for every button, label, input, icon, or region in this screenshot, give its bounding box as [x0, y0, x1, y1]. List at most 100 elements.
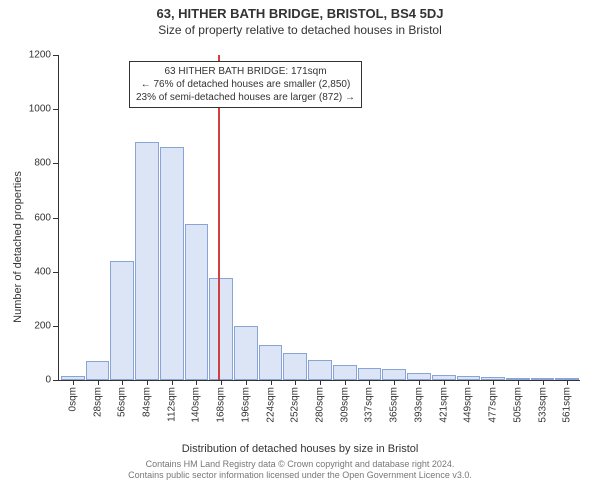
x-tick: 533sqm: [531, 380, 555, 436]
footer-attribution: Contains HM Land Registry data © Crown c…: [0, 457, 600, 486]
x-tick: 0sqm: [61, 380, 85, 436]
y-tick: [53, 326, 58, 327]
y-tick: [53, 55, 58, 56]
x-tick: 365sqm: [382, 380, 406, 436]
bar: [110, 261, 134, 380]
x-tick: 393sqm: [407, 380, 431, 436]
x-tick: 477sqm: [481, 380, 505, 436]
y-axis-label: Number of detached properties: [12, 171, 24, 323]
x-tick-mark: [419, 380, 420, 385]
x-tick: 309sqm: [333, 380, 357, 436]
x-tick-label: 252sqm: [290, 387, 301, 423]
chart-subtitle: Size of property relative to detached ho…: [0, 21, 600, 37]
bar: [358, 368, 382, 380]
plot-area: 63 HITHER BATH BRIDGE: 171sqm ← 76% of d…: [58, 55, 580, 381]
x-tick-mark: [444, 380, 445, 385]
x-tick: 449sqm: [457, 380, 481, 436]
x-tick-mark: [518, 380, 519, 385]
y-tick-label: 1200: [15, 50, 51, 61]
footer-line-1: Contains HM Land Registry data © Crown c…: [6, 459, 594, 470]
x-tick-mark: [493, 380, 494, 385]
x-tick-mark: [98, 380, 99, 385]
x-tick-label: 309sqm: [339, 387, 350, 423]
bar: [135, 142, 159, 380]
x-tick-mark: [295, 380, 296, 385]
x-tick-label: 533sqm: [537, 387, 548, 423]
bar: [407, 373, 431, 380]
footer-line-2: Contains public sector information licen…: [6, 470, 594, 481]
x-tick-mark: [543, 380, 544, 385]
bar: [259, 345, 283, 380]
x-tick: 252sqm: [283, 380, 307, 436]
x-tick-mark: [147, 380, 148, 385]
x-tick-label: 140sqm: [191, 387, 202, 423]
y-tick: [53, 272, 58, 273]
page-title: 63, HITHER BATH BRIDGE, BRISTOL, BS4 5DJ: [0, 0, 600, 21]
y-tick: [53, 109, 58, 110]
x-tick-label: 168sqm: [216, 387, 227, 423]
bar: [283, 353, 307, 380]
bar: [308, 360, 332, 380]
x-tick: 84sqm: [135, 380, 159, 436]
bar: [185, 224, 209, 380]
y-tick: [53, 218, 58, 219]
x-tick-label: 393sqm: [413, 387, 424, 423]
x-tick: 140sqm: [185, 380, 209, 436]
annotation-line-1: 63 HITHER BATH BRIDGE: 171sqm: [136, 65, 355, 78]
bar: [333, 365, 357, 380]
y-tick-label: 600: [15, 212, 51, 223]
x-tick: 112sqm: [160, 380, 184, 436]
x-tick-mark: [246, 380, 247, 385]
x-tick-mark: [369, 380, 370, 385]
y-tick-label: 400: [15, 266, 51, 277]
x-tick: 421sqm: [432, 380, 456, 436]
bar: [86, 361, 110, 380]
x-tick: 337sqm: [358, 380, 382, 436]
y-tick: [53, 163, 58, 164]
x-tick-mark: [271, 380, 272, 385]
x-tick: 505sqm: [506, 380, 530, 436]
x-tick-mark: [468, 380, 469, 385]
bar: [209, 278, 233, 380]
annotation-line-2: ← 76% of detached houses are smaller (2,…: [136, 78, 355, 91]
x-tick: 56sqm: [110, 380, 134, 436]
x-tick-mark: [221, 380, 222, 385]
bar: [234, 326, 258, 380]
x-tick-label: 280sqm: [315, 387, 326, 423]
x-tick-label: 337sqm: [364, 387, 375, 423]
y-tick-label: 800: [15, 158, 51, 169]
x-tick: 280sqm: [308, 380, 332, 436]
chart-container: Number of detached properties 63 HITHER …: [0, 37, 600, 457]
x-tick-mark: [394, 380, 395, 385]
x-tick-label: 196sqm: [240, 387, 251, 423]
x-ticks-group: 0sqm 28sqm 56sqm 84sqm 112sqm 140sqm 168sqm 196…: [59, 380, 580, 436]
annotation-box: 63 HITHER BATH BRIDGE: 171sqm ← 76% of d…: [129, 61, 362, 108]
x-tick-mark: [196, 380, 197, 385]
x-tick-label: 56sqm: [117, 387, 128, 417]
x-tick-mark: [567, 380, 568, 385]
x-tick-mark: [320, 380, 321, 385]
bar: [382, 369, 406, 380]
x-axis-label: Distribution of detached houses by size …: [0, 443, 600, 455]
x-tick: 561sqm: [555, 380, 579, 436]
x-tick-label: 477sqm: [488, 387, 499, 423]
x-tick-label: 112sqm: [166, 387, 177, 422]
x-tick-label: 28sqm: [92, 387, 103, 417]
x-tick-label: 505sqm: [512, 387, 523, 423]
x-tick: 224sqm: [259, 380, 283, 436]
x-tick-label: 0sqm: [67, 387, 78, 411]
x-tick-mark: [73, 380, 74, 385]
x-tick-mark: [172, 380, 173, 385]
x-tick-mark: [345, 380, 346, 385]
x-tick: 168sqm: [209, 380, 233, 436]
bar: [160, 147, 184, 380]
y-tick: [53, 380, 58, 381]
y-tick-label: 0: [15, 375, 51, 386]
x-tick-label: 84sqm: [142, 387, 153, 417]
x-tick-label: 224sqm: [265, 387, 276, 423]
x-tick: 196sqm: [234, 380, 258, 436]
y-tick-label: 200: [15, 320, 51, 331]
x-tick: 28sqm: [86, 380, 110, 436]
x-tick-label: 365sqm: [389, 387, 400, 423]
x-tick-label: 449sqm: [463, 387, 474, 423]
